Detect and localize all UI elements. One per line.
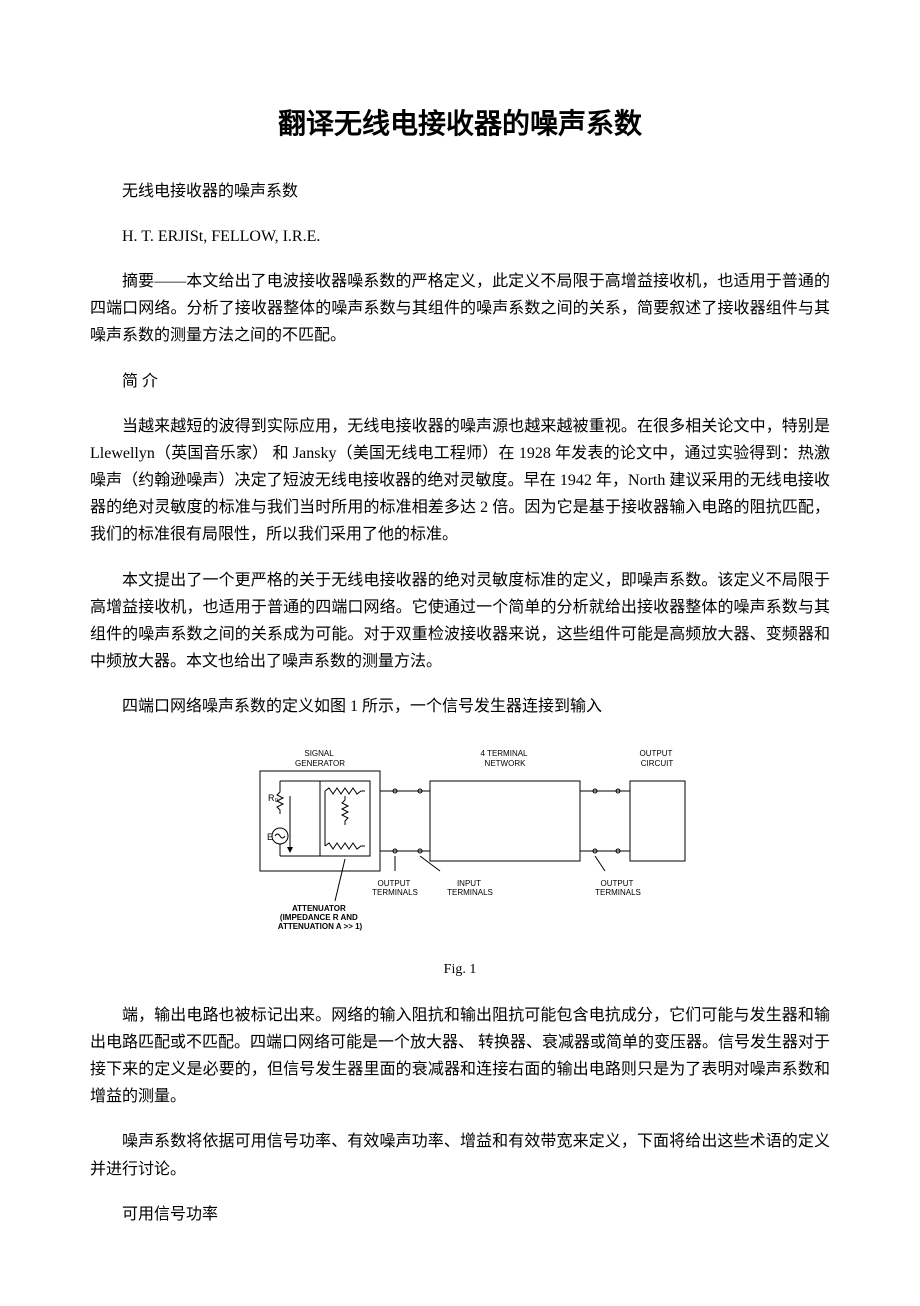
network-label: 4 TERMINAL NETWORK — [481, 749, 530, 768]
output-terminals-label-2: OUTPUT TERMINALS — [595, 879, 641, 897]
body-para-1: 当越来越短的波得到实际应用，无线电接收器的噪声源也越来越被重视。在很多相关论文中… — [90, 413, 830, 549]
body-para-6: 可用信号功率 — [90, 1201, 830, 1228]
output-terminals-label-1: OUTPUT TERMINALS — [372, 879, 418, 897]
output-circuit-label: OUTPUT CIRCUIT — [640, 749, 675, 768]
signal-generator-label: SIGNAL GENERATOR — [295, 749, 345, 768]
body-para-4: 端，输出电路也被标记出来。网络的输入阻抗和输出阻抗可能包含电抗成分，它们可能与发… — [90, 1002, 830, 1111]
document-title: 翻译无线电接收器的噪声系数 — [90, 100, 830, 148]
subtitle-line: 无线电接收器的噪声系数 — [90, 178, 830, 205]
input-terminals-label: INPUT TERMINALS — [447, 879, 493, 897]
attenuator-label: ATTENUATOR (IMPEDANCE R AND ATTENUATION … — [278, 904, 363, 931]
figure-1-caption: Fig. 1 — [90, 958, 830, 982]
author-line: H. T. ERJISt, FELLOW, I.R.E. — [90, 223, 830, 250]
ro-label: R₀ — [268, 793, 278, 803]
figure-1-container: SIGNAL GENERATOR R₀ E 4 TERMINAL NETW — [90, 741, 830, 982]
e-label: E — [267, 832, 273, 842]
intro-heading: 简 介 — [90, 368, 830, 395]
body-para-2: 本文提出了一个更严格的关于无线电接收器的绝对灵敏度标准的定义，即噪声系数。该定义… — [90, 567, 830, 676]
abstract-para: 摘要——本文给出了电波接收器噪系数的严格定义，此定义不局限于高增益接收机，也适用… — [90, 268, 830, 350]
body-para-3: 四端口网络噪声系数的定义如图 1 所示，一个信号发生器连接到输入 — [90, 693, 830, 720]
body-para-5: 噪声系数将依据可用信号功率、有效噪声功率、增益和有效带宽来定义，下面将给出这些术… — [90, 1128, 830, 1182]
figure-1-diagram: SIGNAL GENERATOR R₀ E 4 TERMINAL NETW — [220, 741, 700, 941]
